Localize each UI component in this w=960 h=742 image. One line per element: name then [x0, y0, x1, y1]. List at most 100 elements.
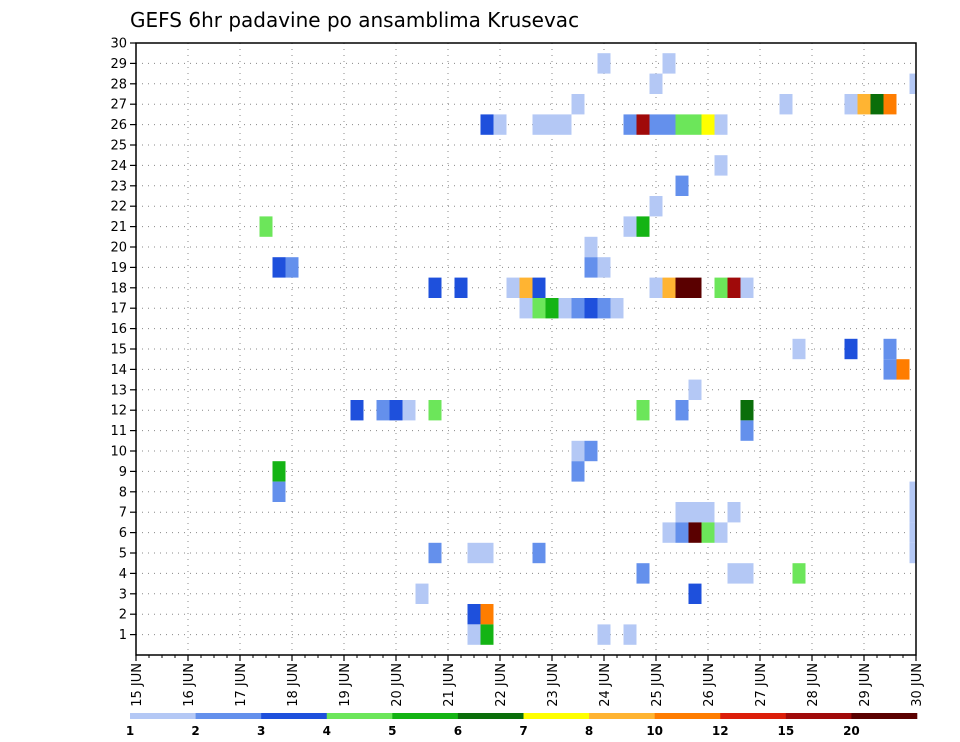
- y-tick-label: 19: [110, 261, 127, 276]
- y-tick-label: 21: [110, 220, 127, 235]
- y-tick-label: 26: [110, 118, 127, 133]
- y-tick-label: 5: [119, 547, 127, 562]
- data-cell: [714, 114, 728, 135]
- data-cell: [649, 73, 663, 94]
- x-tick-label: 16 JUN: [182, 663, 197, 707]
- data-cells: [259, 53, 916, 645]
- data-cell: [376, 400, 390, 421]
- data-cell: [844, 338, 858, 360]
- data-cell: [480, 604, 494, 625]
- data-cell: [285, 257, 299, 278]
- y-tick-label: 10: [110, 445, 127, 460]
- data-cell: [584, 236, 598, 258]
- data-cell: [909, 542, 916, 564]
- data-cell: [675, 114, 689, 135]
- data-cell: [688, 522, 702, 543]
- data-cell: [402, 400, 416, 421]
- data-cell: [623, 114, 637, 135]
- data-cell: [792, 563, 806, 584]
- legend-label: 15: [777, 724, 794, 738]
- data-cell: [727, 277, 741, 298]
- data-cell: [532, 298, 546, 319]
- y-tick-label: 7: [119, 506, 127, 521]
- data-cell: [649, 114, 663, 135]
- y-tick-label: 30: [110, 37, 127, 52]
- x-axis: 15 JUN 16 JUN 17 JUN 18 JUN 19 JUN 20 JUN 21 J…: [130, 655, 925, 707]
- data-cell: [740, 420, 754, 441]
- data-cell: [545, 298, 559, 319]
- legend-swatch: [720, 713, 787, 719]
- data-cell: [857, 94, 871, 115]
- data-cell: [532, 114, 546, 135]
- data-cell: [532, 542, 546, 564]
- legend-label: 12: [712, 724, 729, 738]
- data-cell: [519, 298, 533, 319]
- legend-swatch: [523, 713, 590, 719]
- x-tick-label: 17 JUN: [234, 663, 249, 707]
- data-cell: [571, 461, 585, 482]
- legend-label: 4: [323, 724, 331, 738]
- y-tick-label: 8: [119, 485, 127, 500]
- y-tick-label: 11: [110, 424, 127, 439]
- data-cell: [428, 277, 442, 298]
- x-tick-label: 20 JUN: [390, 663, 405, 707]
- legend-swatch: [785, 713, 852, 719]
- legend-swatch: [261, 713, 328, 719]
- data-cell: [883, 359, 897, 380]
- y-tick-label: 16: [110, 322, 127, 337]
- legend-swatch: [326, 713, 393, 719]
- data-cell: [701, 522, 715, 543]
- data-cell: [740, 277, 754, 298]
- data-cell: [883, 338, 897, 360]
- data-cell: [688, 277, 702, 298]
- x-tick-label: 25 JUN: [650, 663, 665, 707]
- legend-swatch: [851, 713, 918, 719]
- legend-label: 20: [843, 724, 860, 738]
- data-cell: [675, 175, 689, 196]
- data-cell: [493, 114, 507, 135]
- data-cell: [675, 277, 689, 298]
- data-cell: [688, 502, 702, 523]
- data-cell: [844, 94, 858, 115]
- data-cell: [415, 583, 429, 604]
- data-cell: [714, 155, 728, 176]
- x-tick-label: 21 JUN: [442, 663, 457, 707]
- grid: [136, 43, 916, 655]
- data-cell: [896, 359, 910, 380]
- data-cell: [272, 257, 286, 278]
- x-tick-label: 15 JUN: [130, 663, 145, 707]
- x-tick-label: 28 JUN: [806, 663, 821, 707]
- y-tick-label: 9: [119, 465, 127, 480]
- data-cell: [675, 502, 689, 523]
- data-cell: [675, 522, 689, 543]
- color-legend: 1 2 3 4 5 6 7 8 10 12 15 20: [126, 713, 918, 738]
- data-cell: [909, 73, 916, 94]
- data-cell: [727, 563, 741, 584]
- data-cell: [428, 542, 442, 564]
- data-cell: [467, 604, 481, 625]
- x-tick-label: 30 JUN: [910, 663, 925, 707]
- data-cell: [714, 522, 728, 543]
- data-cell: [571, 440, 585, 462]
- data-cell: [259, 216, 273, 237]
- legend-swatch: [392, 713, 459, 719]
- y-tick-label: 14: [110, 363, 127, 378]
- y-tick-label: 24: [110, 159, 127, 174]
- x-tick-label: 29 JUN: [858, 663, 873, 707]
- data-cell: [272, 481, 286, 502]
- data-cell: [636, 216, 650, 237]
- y-tick-label: 23: [110, 179, 127, 194]
- data-cell: [662, 522, 676, 543]
- data-cell: [662, 114, 676, 135]
- data-cell: [701, 502, 715, 523]
- x-tick-label: 18 JUN: [286, 663, 301, 707]
- y-tick-label: 12: [110, 404, 127, 419]
- data-cell: [714, 277, 728, 298]
- data-cell: [584, 257, 598, 278]
- x-tick-label: 19 JUN: [338, 663, 353, 707]
- data-cell: [558, 298, 572, 319]
- data-cell: [701, 114, 715, 135]
- legend-label: 6: [454, 724, 462, 738]
- data-cell: [727, 502, 741, 523]
